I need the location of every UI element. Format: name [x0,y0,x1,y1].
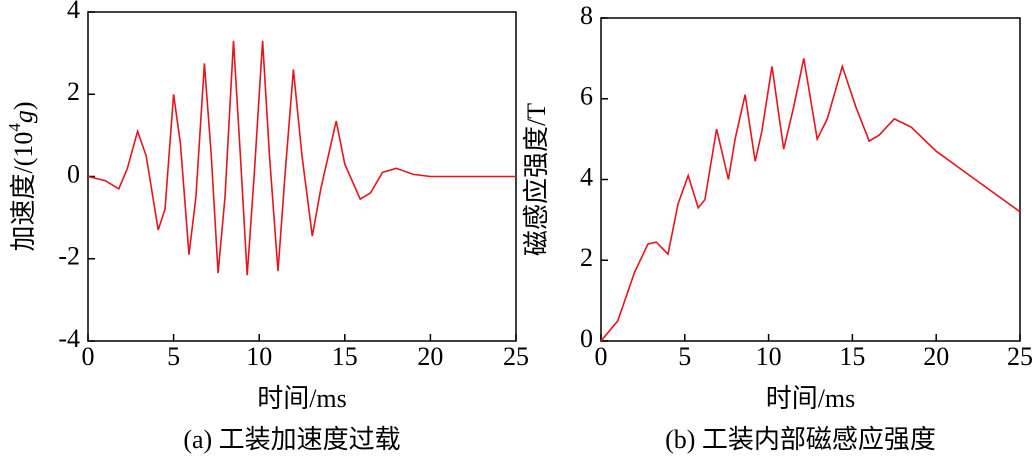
x-tick-label: 25 [503,342,529,371]
x-tick-label: 15 [332,342,358,371]
x-tick-label: 10 [246,342,272,371]
y-tick-label: 0 [580,324,593,353]
x-tick-label: 15 [839,342,865,371]
y-tick-label: 4 [580,162,593,191]
caption: (b) 工装内部磁感应强度 [665,425,936,454]
x-tick-label: 20 [923,342,949,371]
y-tick-label: 2 [67,77,80,106]
y-tick-label: -4 [58,324,80,353]
x-axis-label: 时间/ms [766,384,856,413]
x-axis-label: 时间/ms [257,384,347,413]
x-tick-label: 25 [1007,342,1033,371]
y-tick-label: 4 [67,0,80,24]
x-tick-label: 10 [756,342,782,371]
y-axis-label-part: g [9,110,38,123]
y-tick-label: 2 [580,243,593,272]
x-tick-label: 20 [417,342,443,371]
y-tick-label: 6 [580,82,593,111]
x-tick-label: 0 [595,342,608,371]
data-line [600,58,1021,342]
y-axis-label-part: 加速度/(10 [9,132,38,252]
y-axis-label-part: ) [9,101,38,110]
caption: (a) 工装加速度过载 [183,425,400,454]
x-tick-label: 5 [167,342,180,371]
x-tick-label: 0 [82,342,95,371]
y-tick-label: 0 [67,159,80,188]
y-axis-label-part: 4 [5,123,24,132]
y-axis-label-part: 磁感应强度/T [522,103,551,256]
y-tick-label: -2 [58,242,80,271]
plot-frame [600,17,1021,342]
y-tick-label: 8 [580,1,593,30]
y-axis-label: 磁感应强度/T [522,103,551,256]
data-line [87,40,516,276]
x-tick-label: 5 [678,342,691,371]
y-axis-label: 加速度/(104g) [5,101,38,251]
